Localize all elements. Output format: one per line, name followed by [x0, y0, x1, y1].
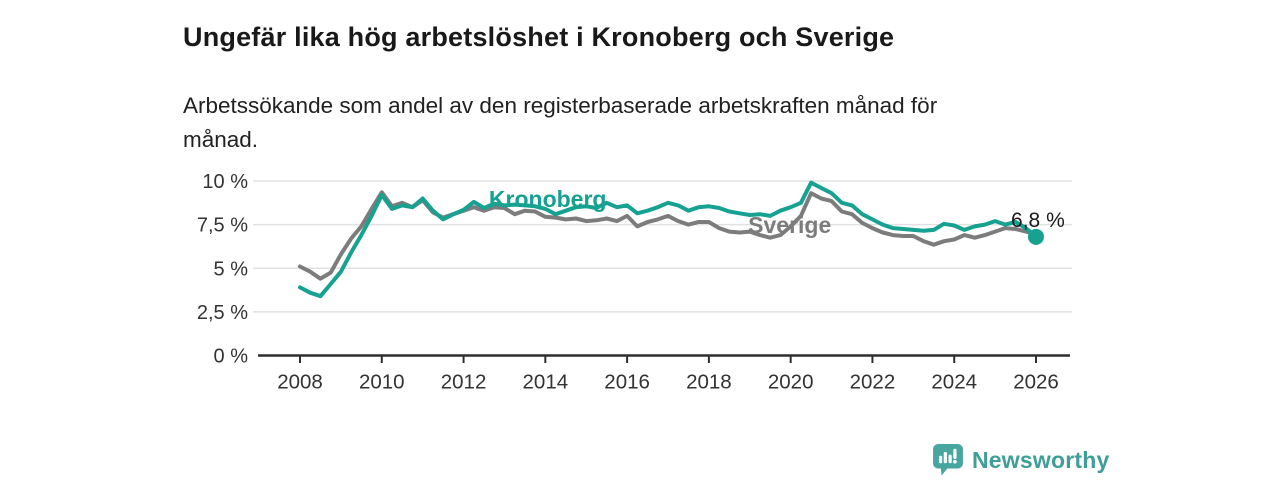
x-axis-tick-label: 2020 — [768, 371, 814, 394]
annotation-sverige: Sverige — [748, 212, 831, 238]
x-axis-tick-label: 2024 — [931, 371, 977, 394]
brand-name: Newsworthy — [972, 446, 1110, 473]
x-axis-tick-label: 2026 — [1013, 371, 1059, 394]
x-axis-tick-label: 2016 — [604, 371, 650, 394]
chart-subtitle: Arbetssökande som andel av den registerb… — [183, 92, 938, 152]
newsworthy-logo: Newsworthy — [933, 444, 1109, 476]
latest-value-dot — [1028, 228, 1044, 245]
annotation-6-8-: 6,8 % — [1011, 209, 1065, 232]
y-axis-tick-label: 7,5 % — [197, 215, 248, 237]
x-axis-tick-label: 2014 — [523, 371, 569, 394]
x-axis-tick-label: 2018 — [686, 371, 732, 394]
x-axis-tick-label: 2022 — [850, 371, 896, 394]
y-axis-tick-label: 5 % — [214, 258, 249, 280]
x-axis-tick-label: 2012 — [441, 371, 487, 394]
newsworthy-logo-icon — [933, 444, 963, 476]
y-axis-tick-label: 10 % — [202, 171, 248, 193]
x-axis-tick-label: 2008 — [277, 371, 323, 394]
annotation-kronoberg: Kronoberg — [489, 186, 607, 212]
y-axis-tick-label: 0 % — [214, 346, 249, 368]
page-title: Ungefär lika hög arbetslöshet i Kronober… — [183, 22, 895, 53]
series-line-kronoberg — [298, 180, 1038, 299]
x-axis-tick-label: 2010 — [359, 371, 405, 394]
y-axis-tick-label: 2,5 % — [197, 302, 248, 324]
